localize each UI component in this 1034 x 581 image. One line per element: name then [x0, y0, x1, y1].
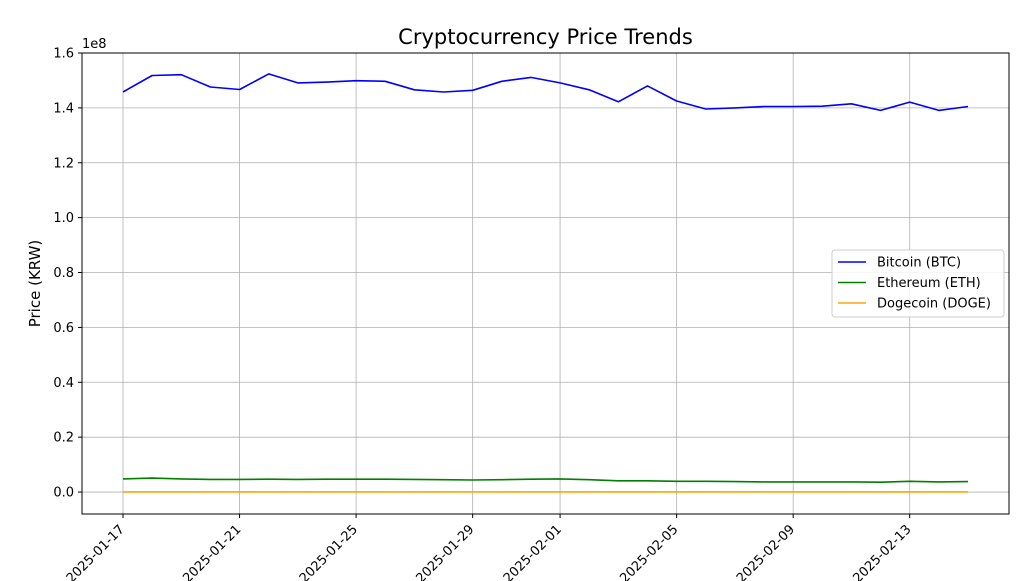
- x-tick-label: 2025-01-25: [297, 522, 361, 581]
- y-tick-label: 0.8: [53, 266, 74, 281]
- legend-box: [831, 249, 1005, 318]
- x-tick-label: 2025-01-21: [180, 522, 244, 581]
- series-line: [122, 73, 969, 112]
- legend-label: Dogecoin (DOGE): [877, 297, 991, 312]
- x-axis-ticks: 2025-01-17 2025-01-21 2025-01-25 2025-01-29…: [64, 514, 915, 581]
- chart-title: Cryptocurrency Price Trends: [398, 25, 693, 49]
- x-tick-label: 2025-01-17: [64, 522, 128, 581]
- y-axis-offset-label: 1e8: [82, 37, 107, 52]
- y-axis-ticks: 0.0 0.2 0.4 0.6 0.8 1.0 1.2 1.4 1.6: [53, 47, 82, 501]
- x-tick-label: 2025-01-29: [413, 522, 477, 581]
- y-tick-label: 0.4: [53, 376, 74, 391]
- plot-area-frame: [81, 52, 1010, 515]
- grid-lines: [82, 52, 1009, 514]
- y-tick-label: 0.2: [53, 431, 74, 446]
- y-tick-label: 1.0: [53, 211, 74, 226]
- y-tick-label: 1.4: [53, 101, 74, 116]
- legend: Bitcoin (BTC) Ethereum (ETH) Dogecoin (DOG…: [831, 249, 1005, 318]
- x-tick-label: 2025-02-05: [617, 522, 681, 581]
- x-tick-label: 2025-02-09: [734, 522, 798, 581]
- x-tick-label: 2025-02-01: [501, 522, 565, 581]
- y-tick-label: 1.2: [53, 156, 74, 171]
- y-tick-label: 0.0: [53, 486, 74, 501]
- legend-label: Ethereum (ETH): [877, 276, 981, 291]
- x-tick-label: 2025-02-13: [851, 522, 915, 581]
- y-tick-label: 0.6: [53, 321, 74, 336]
- series-lines: [122, 73, 969, 493]
- legend-label: Bitcoin (BTC): [877, 256, 961, 271]
- y-tick-label: 1.6: [53, 47, 74, 62]
- series-line: [122, 477, 969, 484]
- y-axis-label: Price (KRW): [26, 240, 44, 328]
